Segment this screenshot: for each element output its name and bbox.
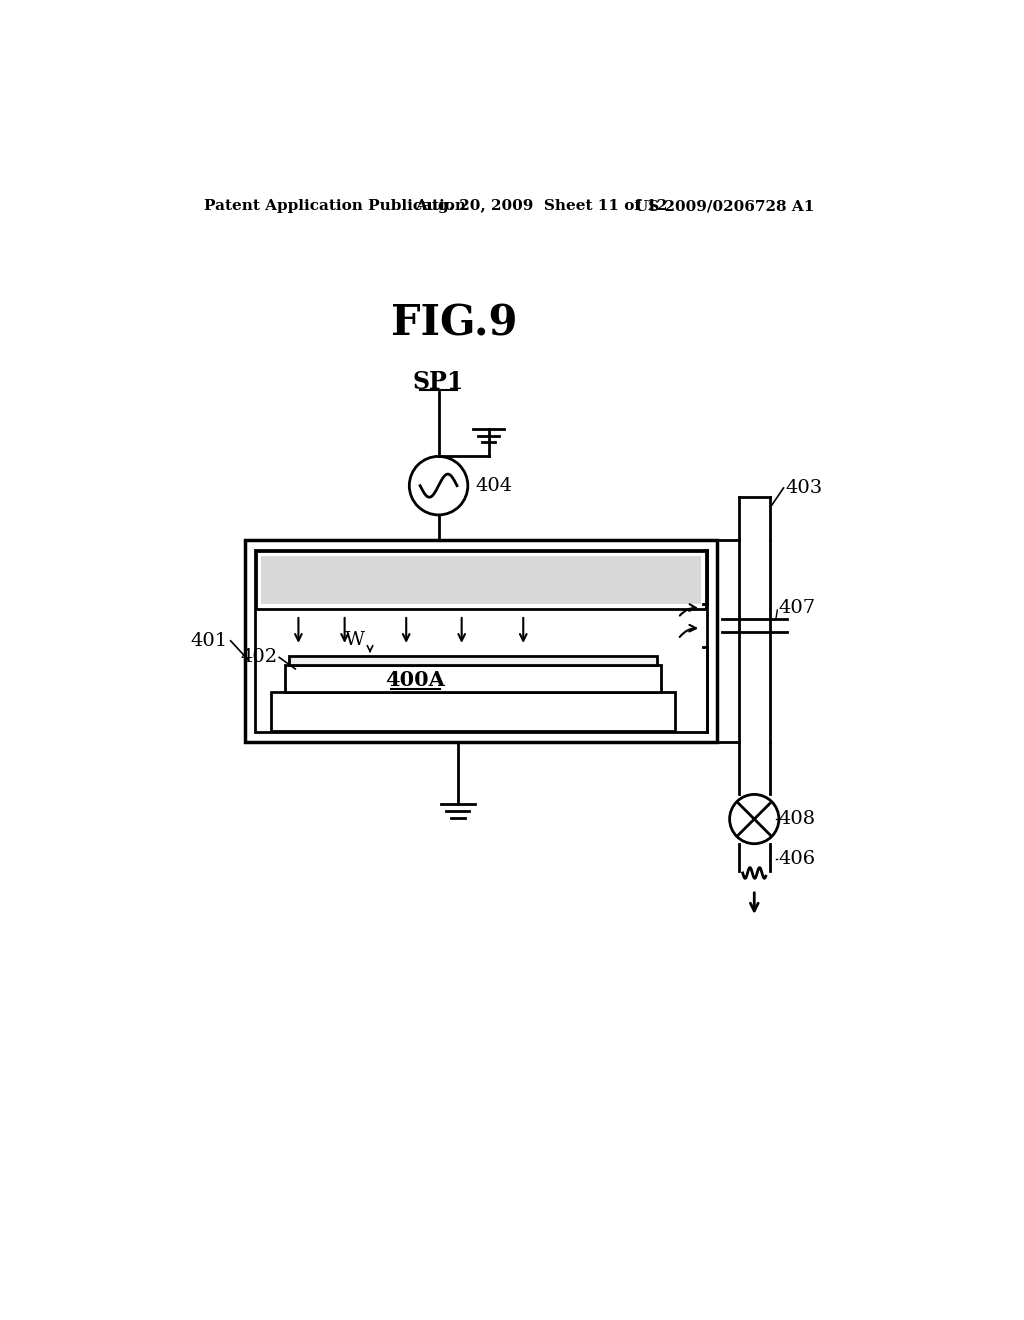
Bar xyxy=(245,540,717,742)
Text: 401: 401 xyxy=(190,632,227,649)
Text: SP1: SP1 xyxy=(413,370,464,393)
Text: 402: 402 xyxy=(241,648,278,667)
Text: 400A: 400A xyxy=(385,671,445,690)
Text: Patent Application Publication: Patent Application Publication xyxy=(204,199,466,213)
Text: 403: 403 xyxy=(785,479,822,496)
Bar xyxy=(286,665,662,692)
Text: US 2009/0206728 A1: US 2009/0206728 A1 xyxy=(635,199,814,213)
Text: FIG.9: FIG.9 xyxy=(391,304,517,345)
Text: 407: 407 xyxy=(779,599,816,618)
Text: 406: 406 xyxy=(779,850,816,869)
Text: 408: 408 xyxy=(779,810,816,828)
Text: 404: 404 xyxy=(475,477,513,495)
Bar xyxy=(271,692,675,730)
Bar xyxy=(289,656,657,665)
Bar xyxy=(256,552,706,609)
Bar xyxy=(255,549,708,733)
Bar xyxy=(261,556,701,605)
Text: W: W xyxy=(345,631,365,649)
Text: Aug. 20, 2009  Sheet 11 of 12: Aug. 20, 2009 Sheet 11 of 12 xyxy=(416,199,668,213)
